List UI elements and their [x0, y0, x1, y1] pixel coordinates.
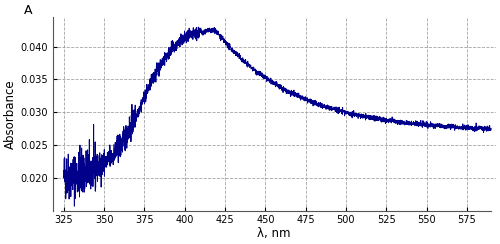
Y-axis label: Absorbance: Absorbance	[4, 79, 17, 149]
Text: A: A	[24, 4, 32, 17]
X-axis label: λ, nm: λ, nm	[258, 227, 291, 240]
